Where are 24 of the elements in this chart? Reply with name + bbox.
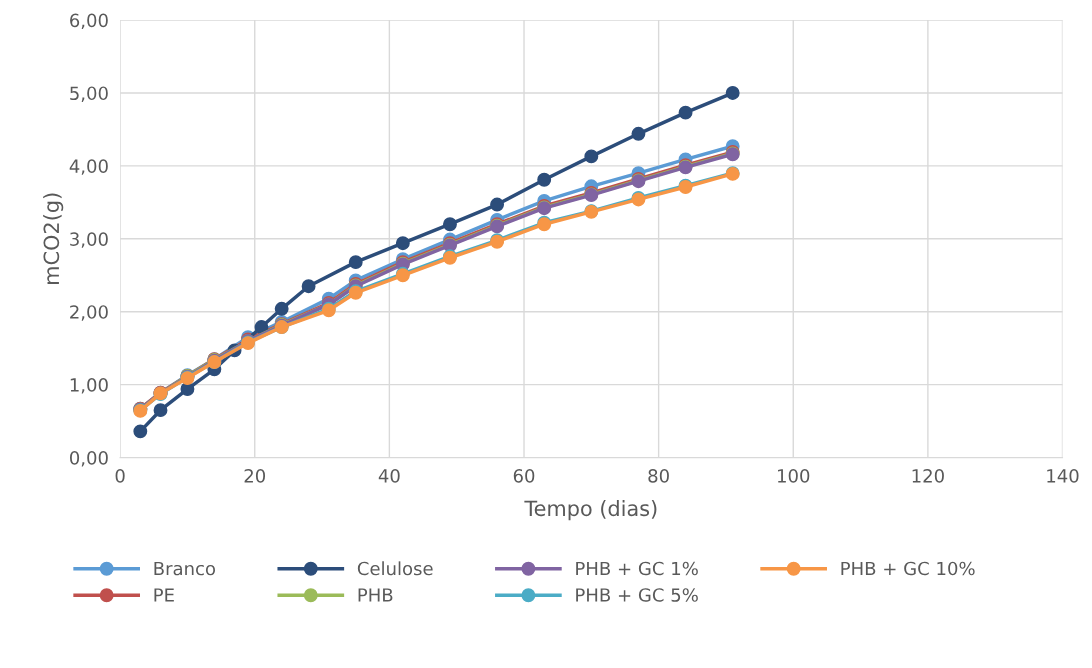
y-tick-label: 5,00 [70,86,108,102]
legend-label: PHB + GC 1% [576,561,698,576]
x-axis-title: Tempo (dias) [524,500,657,521]
y-tick-label: 1,00 [70,378,108,394]
x-tick-label: 80 [648,469,669,483]
y-tick-label: 6,00 [70,13,108,29]
legend-label: PHB + GC 10% [841,561,975,576]
x-tick-label: 140 [1047,469,1079,483]
legend-label: PE [154,588,174,602]
x-tick-label: 40 [378,469,400,483]
x-tick-label: 0 [115,469,125,483]
x-tick-label: 120 [912,469,944,483]
legend-label: Celulose [357,561,433,576]
y-tick-label: 4,00 [69,159,108,175]
y-tick-label: 0,00 [70,451,108,467]
x-tick-label: 60 [513,469,535,483]
legend-label: PHB [358,588,393,602]
y-tick-label: 3,00 [70,232,108,248]
x-tick-label: 20 [244,469,266,483]
y-axis-title: mCO2(g) [43,193,64,284]
y-tick-label: 2,00 [70,305,108,321]
legend-label: Branco [154,561,216,576]
x-tick-label: 100 [778,469,810,483]
legend-label: PHB + GC 5% [576,588,698,602]
